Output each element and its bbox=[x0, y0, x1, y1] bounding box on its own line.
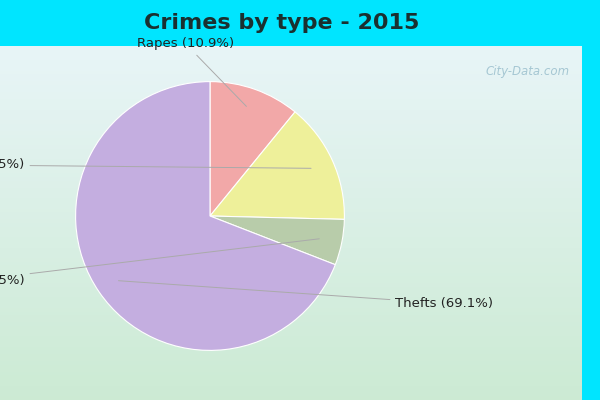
Wedge shape bbox=[76, 82, 335, 350]
Text: Thefts (69.1%): Thefts (69.1%) bbox=[118, 281, 493, 310]
Wedge shape bbox=[210, 82, 295, 216]
Text: Burglaries (14.5%): Burglaries (14.5%) bbox=[0, 158, 311, 172]
Wedge shape bbox=[210, 216, 344, 265]
Text: Crimes by type - 2015: Crimes by type - 2015 bbox=[145, 13, 419, 33]
Text: Rapes (10.9%): Rapes (10.9%) bbox=[137, 38, 247, 106]
Text: City-Data.com: City-Data.com bbox=[486, 66, 570, 78]
Wedge shape bbox=[210, 112, 344, 219]
Text: Assaults (5.5%): Assaults (5.5%) bbox=[0, 239, 319, 287]
